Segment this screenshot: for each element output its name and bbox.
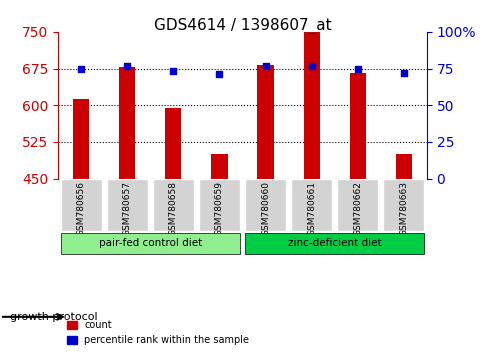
FancyBboxPatch shape xyxy=(336,178,378,232)
FancyBboxPatch shape xyxy=(60,233,240,254)
Point xyxy=(169,69,177,74)
Text: pair-fed control diet: pair-fed control diet xyxy=(99,238,201,248)
Text: growth protocol: growth protocol xyxy=(10,312,97,322)
Text: GSM780660: GSM780660 xyxy=(260,181,270,236)
FancyBboxPatch shape xyxy=(382,178,424,232)
Legend: count, percentile rank within the sample: count, percentile rank within the sample xyxy=(63,316,253,349)
Text: GSM780658: GSM780658 xyxy=(168,181,178,236)
Point xyxy=(261,63,269,68)
Text: GSM780656: GSM780656 xyxy=(76,181,86,236)
Bar xyxy=(303,32,319,178)
FancyBboxPatch shape xyxy=(198,178,240,232)
Bar xyxy=(165,108,181,178)
FancyBboxPatch shape xyxy=(290,178,332,232)
Point xyxy=(123,63,131,68)
Point xyxy=(77,66,85,72)
FancyBboxPatch shape xyxy=(244,233,424,254)
Point xyxy=(307,63,315,68)
Bar xyxy=(119,67,135,178)
Bar xyxy=(257,65,273,178)
Text: GSM780657: GSM780657 xyxy=(122,181,132,236)
Point xyxy=(215,72,223,77)
FancyBboxPatch shape xyxy=(60,178,102,232)
Bar xyxy=(211,154,227,178)
Text: zinc-deficient diet: zinc-deficient diet xyxy=(287,238,381,248)
FancyBboxPatch shape xyxy=(106,178,148,232)
Bar xyxy=(349,73,365,178)
FancyBboxPatch shape xyxy=(152,178,194,232)
FancyBboxPatch shape xyxy=(244,178,286,232)
Point xyxy=(399,70,407,76)
Text: GSM780662: GSM780662 xyxy=(352,181,362,236)
Text: GSM780661: GSM780661 xyxy=(306,181,316,236)
Bar xyxy=(73,99,89,178)
Text: GSM780659: GSM780659 xyxy=(214,181,224,236)
Bar xyxy=(395,154,411,178)
Text: GSM780663: GSM780663 xyxy=(398,181,408,236)
Point xyxy=(353,66,361,72)
Text: GDS4614 / 1398607_at: GDS4614 / 1398607_at xyxy=(153,18,331,34)
